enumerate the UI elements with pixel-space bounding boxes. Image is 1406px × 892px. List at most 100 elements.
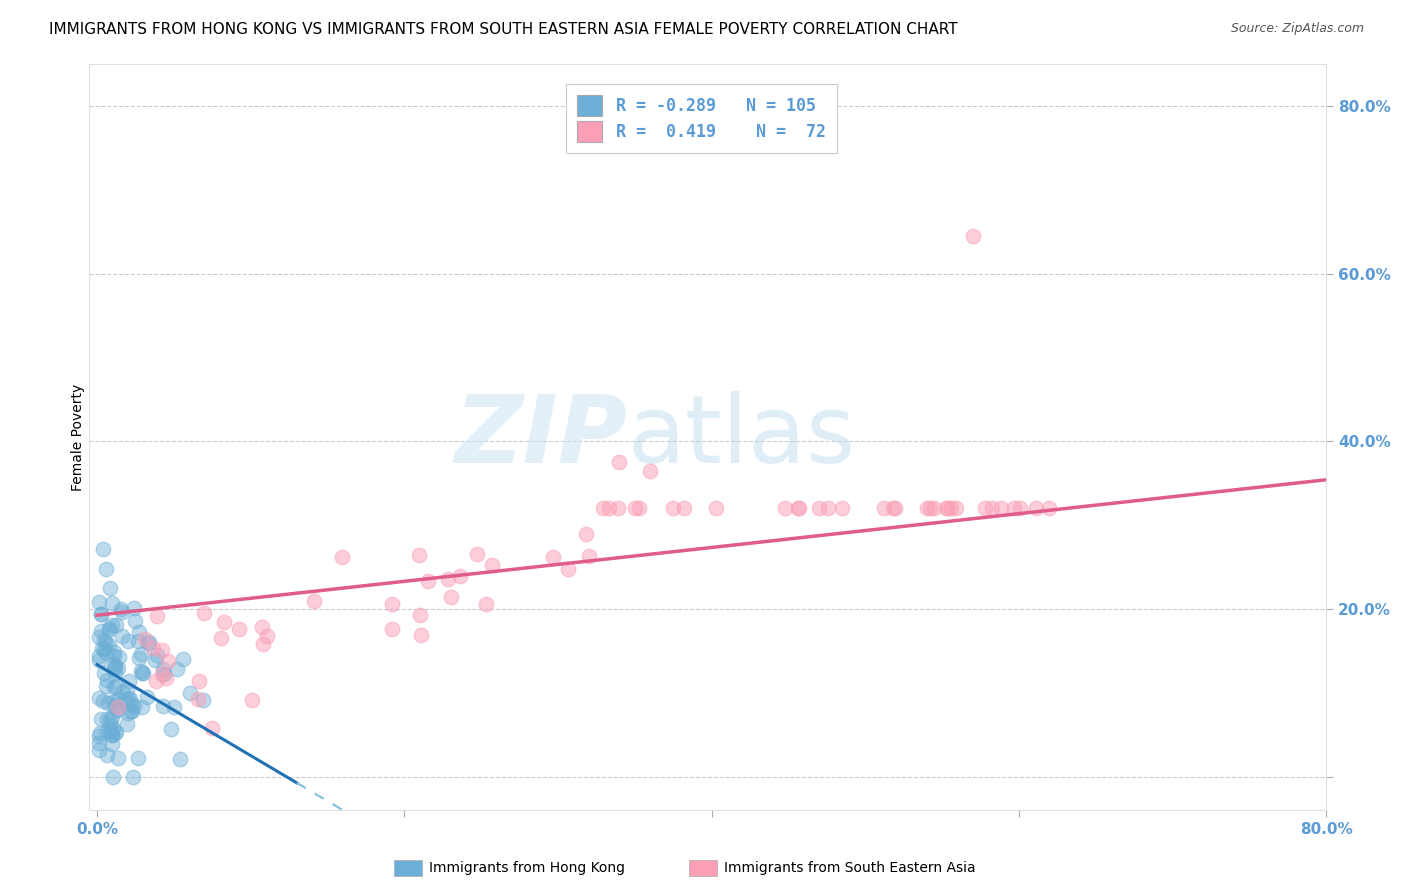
Point: [882, 501, 904, 516]
Point: [773, 501, 796, 516]
Point: [101, 710, 124, 724]
Point: [672, 501, 695, 516]
Point: [418, 574, 440, 588]
Point: [98, 718, 121, 732]
Point: [408, 549, 430, 563]
Point: [98, 624, 121, 638]
Point: [127, 634, 149, 648]
Point: [138, 635, 160, 649]
Point: [160, 723, 183, 737]
Point: [97, 696, 120, 710]
Point: [94, 561, 117, 575]
Point: [145, 674, 167, 689]
Point: [129, 647, 152, 661]
Point: [592, 501, 614, 516]
Point: [240, 693, 263, 707]
Point: [962, 228, 984, 243]
Point: [121, 770, 143, 784]
Point: [935, 501, 957, 516]
Point: [114, 691, 136, 706]
Point: [98, 714, 121, 728]
Point: [87, 653, 110, 667]
Point: [166, 662, 188, 676]
Point: [91, 641, 114, 656]
Point: [598, 501, 620, 516]
Point: [330, 550, 353, 565]
Point: [557, 562, 579, 576]
Point: [873, 501, 896, 516]
Point: [807, 501, 830, 516]
Point: [817, 501, 839, 516]
Point: [1038, 501, 1060, 516]
Point: [124, 614, 146, 628]
Point: [201, 721, 224, 735]
Point: [104, 659, 127, 673]
Point: [103, 680, 125, 694]
Point: [157, 654, 180, 668]
Point: [101, 737, 124, 751]
Point: [915, 501, 938, 516]
Point: [90, 607, 112, 622]
Point: [136, 636, 159, 650]
Point: [120, 705, 142, 719]
Point: [627, 501, 650, 516]
Point: [187, 692, 209, 706]
Point: [228, 623, 250, 637]
Point: [103, 645, 125, 659]
Point: [409, 628, 432, 642]
Point: [252, 637, 274, 651]
Point: [475, 597, 498, 611]
Point: [101, 721, 124, 735]
Text: ZIP: ZIP: [454, 391, 627, 483]
Point: [974, 501, 997, 516]
Point: [440, 591, 463, 605]
Point: [609, 455, 631, 469]
Point: [93, 642, 115, 657]
Point: [87, 648, 110, 663]
Point: [96, 724, 118, 739]
Point: [107, 703, 129, 717]
Point: [103, 657, 125, 671]
Point: [922, 501, 945, 516]
Point: [128, 651, 150, 665]
Point: [152, 662, 174, 676]
Point: [107, 691, 129, 706]
Point: [91, 542, 114, 557]
Point: [132, 666, 155, 681]
Text: atlas: atlas: [627, 391, 856, 483]
Point: [118, 692, 141, 706]
Point: [606, 501, 628, 516]
Point: [163, 700, 186, 714]
Point: [193, 606, 215, 620]
Point: [578, 549, 600, 563]
Point: [111, 685, 134, 699]
Point: [127, 751, 149, 765]
Point: [575, 526, 598, 541]
Point: [104, 679, 127, 693]
Point: [101, 617, 124, 632]
Point: [128, 624, 150, 639]
Point: [101, 728, 124, 742]
Point: [939, 501, 962, 516]
Point: [831, 501, 853, 516]
Point: [191, 692, 214, 706]
Point: [449, 569, 471, 583]
Point: [103, 648, 125, 663]
Point: [105, 618, 128, 632]
Point: [638, 464, 661, 478]
Point: [87, 729, 110, 743]
Point: [945, 501, 967, 516]
Point: [115, 682, 138, 697]
Point: [990, 501, 1012, 516]
Legend: R = -0.289   N = 105, R =  0.419    N =  72: R = -0.289 N = 105, R = 0.419 N = 72: [565, 84, 838, 153]
Point: [146, 609, 169, 624]
Point: [104, 666, 127, 681]
Point: [118, 674, 141, 689]
Point: [103, 698, 125, 713]
Point: [169, 752, 191, 766]
Point: [131, 666, 153, 681]
Point: [93, 693, 115, 707]
Point: [129, 664, 152, 678]
Point: [381, 597, 404, 611]
Point: [98, 621, 121, 635]
